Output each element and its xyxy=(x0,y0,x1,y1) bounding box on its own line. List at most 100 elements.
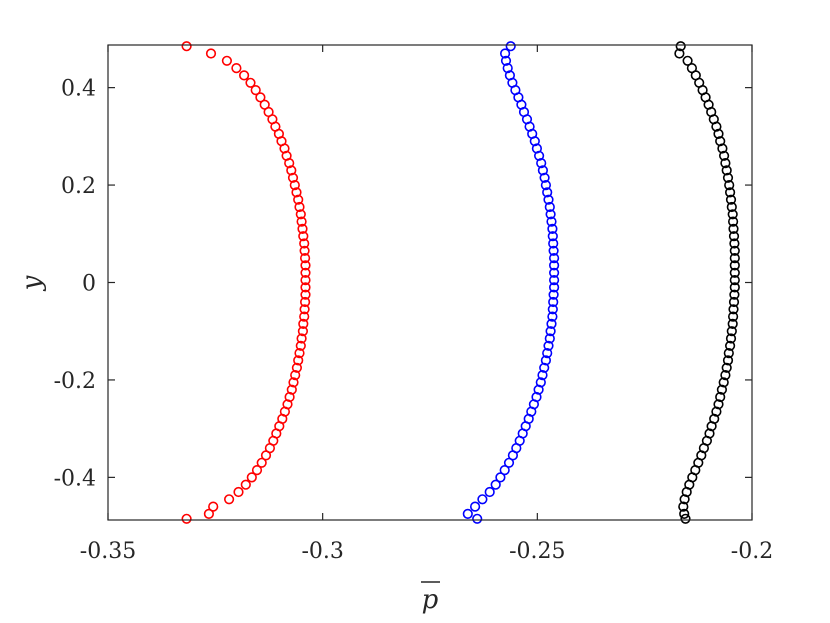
data-point xyxy=(726,326,737,337)
data-point xyxy=(542,187,553,198)
data-point xyxy=(300,282,311,293)
tick-labels: -0.35 -0.3 -0.25 -0.2 0.4 0.2 0 -0.2 -0.4 xyxy=(54,77,774,564)
data-point xyxy=(543,194,554,205)
data-markers xyxy=(181,41,740,524)
data-point xyxy=(548,260,560,271)
data-point xyxy=(547,304,558,315)
data-point xyxy=(250,84,261,96)
data-point xyxy=(499,465,510,476)
data-point xyxy=(548,253,560,264)
data-point xyxy=(533,150,545,161)
data-point xyxy=(245,77,256,88)
data-point xyxy=(727,209,738,220)
y-tick-label: 0.4 xyxy=(61,77,96,102)
data-point xyxy=(284,158,295,169)
data-point xyxy=(682,55,693,66)
data-point xyxy=(729,260,740,271)
data-point xyxy=(679,494,690,505)
y-tick-label: -0.2 xyxy=(54,369,96,394)
x-axis-label: p xyxy=(422,585,439,615)
data-point xyxy=(717,143,728,154)
data-point xyxy=(544,333,555,344)
data-point xyxy=(721,165,732,176)
data-point xyxy=(300,253,311,264)
data-point xyxy=(678,501,689,512)
data-point xyxy=(548,282,560,293)
data-point xyxy=(548,267,560,278)
data-point xyxy=(299,245,310,256)
data-point xyxy=(297,223,308,234)
data-point xyxy=(484,486,495,498)
data-point xyxy=(729,289,740,300)
data-point xyxy=(722,355,734,366)
data-point xyxy=(728,296,740,308)
data-point xyxy=(711,121,722,132)
data-point xyxy=(251,465,263,476)
data-point xyxy=(548,245,559,256)
x-tick-label: -0.3 xyxy=(301,539,343,564)
data-point xyxy=(500,48,511,59)
data-point xyxy=(716,384,728,395)
data-point xyxy=(548,238,559,249)
data-point xyxy=(540,355,552,366)
data-point xyxy=(729,275,740,286)
data-point xyxy=(547,311,558,322)
series-1 xyxy=(181,41,311,524)
data-point xyxy=(470,501,481,512)
data-point xyxy=(675,41,686,52)
series-2 xyxy=(462,41,560,524)
data-point xyxy=(539,362,550,373)
data-point xyxy=(720,158,731,169)
data-point xyxy=(720,370,731,381)
data-point xyxy=(181,513,192,524)
y-tick-label: -0.4 xyxy=(54,466,96,491)
data-point xyxy=(231,62,242,74)
data-point xyxy=(536,158,547,169)
x-tick-label: -0.25 xyxy=(509,539,565,564)
data-point xyxy=(300,260,311,271)
data-point xyxy=(221,55,232,66)
data-point xyxy=(718,377,729,388)
data-point xyxy=(490,479,501,490)
data-point xyxy=(246,472,257,483)
data-point xyxy=(729,245,740,256)
data-point xyxy=(728,231,740,242)
data-point xyxy=(546,216,557,227)
data-point xyxy=(547,231,558,242)
data-point xyxy=(293,355,304,366)
data-point xyxy=(297,326,309,337)
y-tick-label: 0 xyxy=(82,272,96,297)
data-point xyxy=(300,296,311,308)
axis-ticks xyxy=(107,45,753,520)
data-point xyxy=(728,223,739,234)
data-point xyxy=(503,457,515,468)
data-point xyxy=(718,150,730,161)
data-point xyxy=(294,348,305,359)
data-point xyxy=(495,472,506,483)
data-point xyxy=(288,377,299,388)
data-point xyxy=(203,508,214,520)
data-point xyxy=(706,421,717,432)
data-point xyxy=(681,486,692,498)
data-point xyxy=(548,296,559,308)
data-point xyxy=(300,275,311,286)
data-point xyxy=(727,216,739,227)
data-point xyxy=(725,194,737,205)
data-point xyxy=(289,180,300,191)
series-3 xyxy=(674,41,740,524)
data-point xyxy=(548,289,559,300)
data-point xyxy=(260,450,272,461)
data-point xyxy=(279,143,290,154)
data-point xyxy=(724,180,735,191)
data-point xyxy=(300,267,311,278)
x-tick-label: -0.2 xyxy=(731,539,773,564)
data-point xyxy=(290,370,301,381)
data-point xyxy=(291,362,303,373)
data-point xyxy=(299,238,310,249)
data-point xyxy=(729,238,740,249)
data-point xyxy=(256,457,267,468)
data-point xyxy=(296,216,307,227)
data-point xyxy=(208,501,219,512)
data-point xyxy=(729,253,740,264)
data-point xyxy=(729,267,740,278)
